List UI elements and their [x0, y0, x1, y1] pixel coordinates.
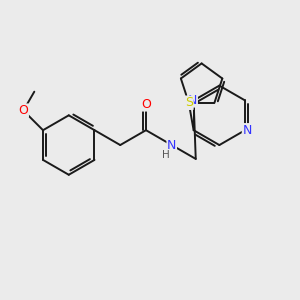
- Text: O: O: [141, 98, 151, 111]
- Text: N: N: [242, 124, 252, 137]
- Text: S: S: [185, 96, 193, 110]
- Text: H: H: [162, 150, 170, 160]
- Text: N: N: [167, 139, 176, 152]
- Text: O: O: [19, 104, 28, 117]
- Text: N: N: [188, 94, 197, 107]
- Text: S: S: [185, 96, 193, 110]
